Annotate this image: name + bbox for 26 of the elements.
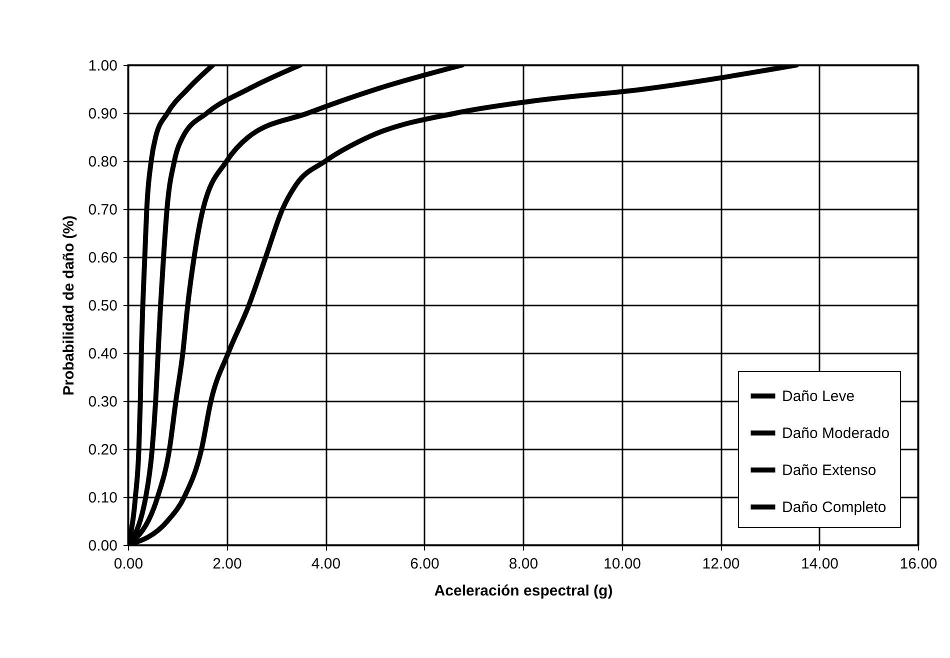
x-tick-label: 16.00 (900, 556, 938, 572)
legend-label: Daño Extenso (782, 462, 876, 479)
y-tick-label: 0.90 (88, 106, 118, 122)
y-tick-label: 0.40 (88, 346, 118, 362)
legend-label: Daño Leve (782, 388, 855, 405)
legend-label: Daño Moderado (782, 425, 890, 442)
x-tick-label: 8.00 (508, 556, 538, 572)
y-tick-label: 1.00 (88, 58, 118, 74)
x-tick-label: 6.00 (410, 556, 440, 572)
y-tick-label: 0.20 (88, 442, 118, 458)
y-tick-label: 0.60 (88, 250, 118, 266)
y-tick-label: 0.30 (88, 394, 118, 410)
y-tick-label: 0.80 (88, 154, 118, 170)
x-tick-label: 12.00 (702, 556, 740, 572)
y-tick-label: 0.70 (88, 202, 118, 218)
y-tick-label: 0.00 (88, 538, 118, 554)
y-axis-title: Probabilidad de daño (%) (60, 215, 78, 396)
y-tick-label: 0.10 (88, 490, 118, 506)
x-tick-label: 2.00 (212, 556, 242, 572)
x-tick-label: 14.00 (800, 556, 839, 572)
x-tick-label: 0.00 (114, 556, 144, 572)
x-tick-label: 10.00 (603, 556, 642, 572)
legend-label: Daño Completo (782, 499, 886, 516)
x-tick-label: 4.00 (311, 556, 341, 572)
x-axis-title: Aceleración espectral (g) (434, 582, 613, 600)
y-tick-label: 0.50 (88, 298, 118, 314)
